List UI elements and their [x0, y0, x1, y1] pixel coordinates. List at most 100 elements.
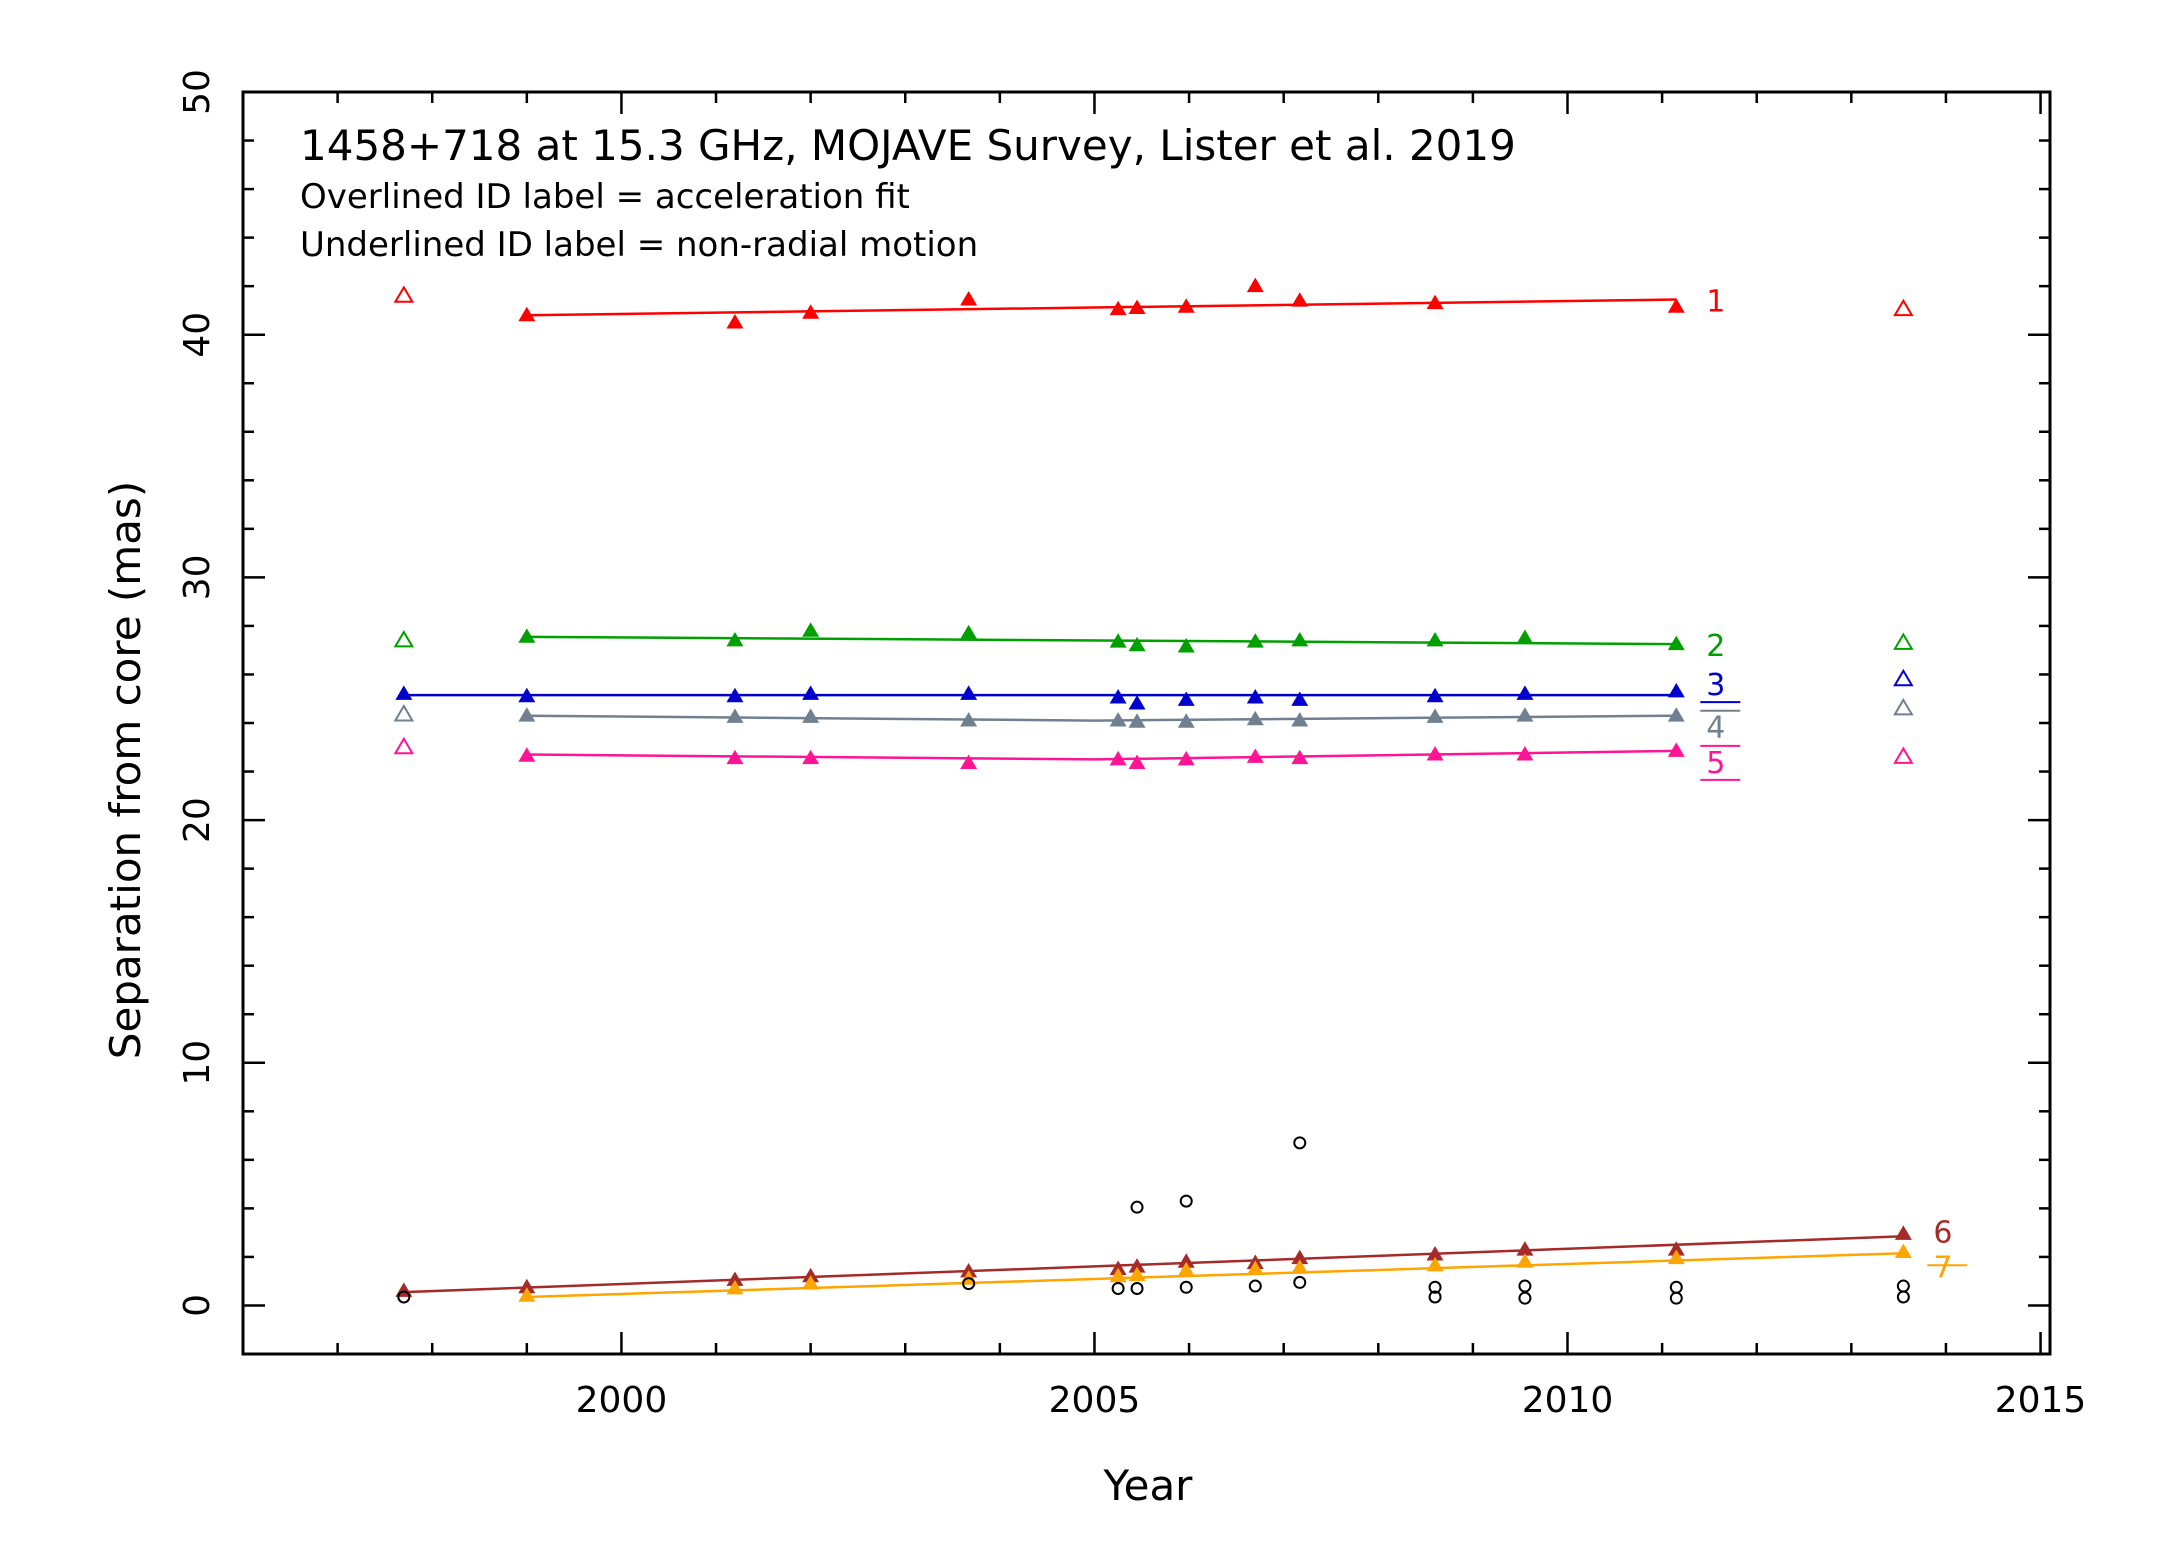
open-point-2 [393, 630, 415, 648]
series-label-1: 1 [1706, 285, 1725, 320]
other-component-point [1518, 1279, 1532, 1293]
other-component-point [1293, 1275, 1307, 1289]
series-label-5: 5 [1706, 746, 1725, 781]
y-tick-label: 30 [177, 554, 218, 600]
other-component-point [962, 1277, 976, 1291]
point-6 [960, 1262, 978, 1278]
point-6 [726, 1271, 744, 1286]
y-tick-label: 10 [177, 1040, 218, 1086]
point-4 [960, 712, 978, 727]
open-point-1 [393, 285, 415, 303]
fit-line-4 [526, 714, 1677, 722]
open-point-2 [1893, 632, 1914, 650]
point-6 [1894, 1225, 1912, 1240]
point-3 [395, 685, 413, 700]
series-label-3: 3 [1706, 668, 1725, 703]
point-3 [1516, 685, 1534, 700]
data-points [393, 277, 1914, 1305]
y-tick-label: 0 [177, 1294, 218, 1317]
chart-title: 1458+718 at 15.3 GHz, MOJAVE Survey, Lis… [300, 121, 1516, 170]
axes: 2000 2005 2010 2015 0 10 20 30 40 50 [177, 69, 2086, 1421]
point-1 [518, 306, 536, 322]
point-1 [1109, 300, 1127, 316]
point-5 [1109, 750, 1127, 766]
fit-line-5 [526, 749, 1677, 761]
point-7 [1128, 1266, 1146, 1282]
fit-line-1 [526, 298, 1677, 317]
other-component-point [1130, 1281, 1144, 1295]
series-label-4: 4 [1706, 711, 1725, 746]
point-2 [1128, 636, 1146, 652]
point-1 [960, 291, 978, 306]
point-5 [518, 747, 536, 762]
point-5 [1128, 754, 1146, 769]
point-2 [1246, 633, 1264, 648]
other-component-point [1111, 1281, 1125, 1295]
point-7 [1246, 1260, 1264, 1276]
point-7 [802, 1275, 820, 1290]
point-3 [518, 687, 536, 703]
point-7 [1291, 1259, 1309, 1274]
point-1 [1426, 294, 1444, 310]
point-5 [1291, 749, 1309, 765]
y-tick-label: 50 [177, 69, 218, 115]
point-3 [1128, 695, 1146, 710]
other-component-point [1428, 1280, 1442, 1294]
x-tick-label: 2015 [1995, 1380, 2087, 1421]
y-tick-label: 20 [177, 797, 218, 843]
point-6 [1177, 1253, 1195, 1268]
fit-line-6 [403, 1235, 1904, 1294]
point-2 [1177, 638, 1195, 653]
series-label-7: 7 [1933, 1250, 1952, 1285]
point-5 [726, 749, 744, 765]
point-5 [1177, 750, 1195, 766]
other-component-point [1669, 1280, 1683, 1294]
open-point-1 [1893, 298, 1914, 317]
other-component-point [1896, 1279, 1910, 1293]
x-tick-label: 2010 [1522, 1380, 1614, 1421]
point-5 [1667, 742, 1685, 757]
point-7 [1426, 1256, 1444, 1272]
point-4 [1516, 707, 1534, 722]
other-component-point [1293, 1136, 1307, 1150]
point-2 [802, 622, 820, 637]
fit-line-2 [526, 635, 1677, 646]
point-4 [1128, 713, 1146, 728]
open-point-4 [1893, 697, 1914, 716]
point-2 [1291, 631, 1309, 647]
other-component-point [1179, 1280, 1193, 1294]
point-2 [1109, 633, 1127, 648]
other-component-point [1179, 1194, 1193, 1208]
point-1 [1177, 298, 1195, 313]
point-1 [1667, 298, 1685, 313]
point-4 [518, 707, 536, 722]
x-tick-label: 2000 [576, 1380, 668, 1421]
point-4 [1177, 713, 1195, 728]
point-6 [1667, 1241, 1685, 1256]
other-component-point [1248, 1279, 1262, 1293]
point-6 [1109, 1260, 1127, 1276]
point-3 [1291, 691, 1309, 706]
y-axis-title: Separation from core (mas) [101, 481, 150, 1059]
series-label-6: 6 [1933, 1215, 1952, 1250]
point-5 [802, 749, 820, 765]
point-2 [1426, 631, 1444, 647]
point-3 [1177, 691, 1195, 706]
other-component-point [1130, 1200, 1144, 1214]
point-7 [1667, 1249, 1685, 1265]
point-4 [1667, 707, 1685, 722]
point-4 [1426, 708, 1444, 723]
point-3 [726, 687, 744, 703]
point-7 [1177, 1261, 1195, 1277]
point-3 [802, 685, 820, 700]
other-component-point [1428, 1290, 1442, 1304]
chart-subtitle-2: Underlined ID label = non-radial motion [300, 225, 978, 265]
point-3 [1667, 682, 1685, 698]
x-tick-label: 2005 [1049, 1380, 1141, 1421]
point-7 [1516, 1253, 1534, 1268]
point-4 [1291, 712, 1309, 727]
point-7 [1894, 1243, 1912, 1259]
point-1 [1291, 292, 1309, 307]
y-tick-label: 40 [177, 312, 218, 358]
open-point-3 [1893, 668, 1914, 687]
